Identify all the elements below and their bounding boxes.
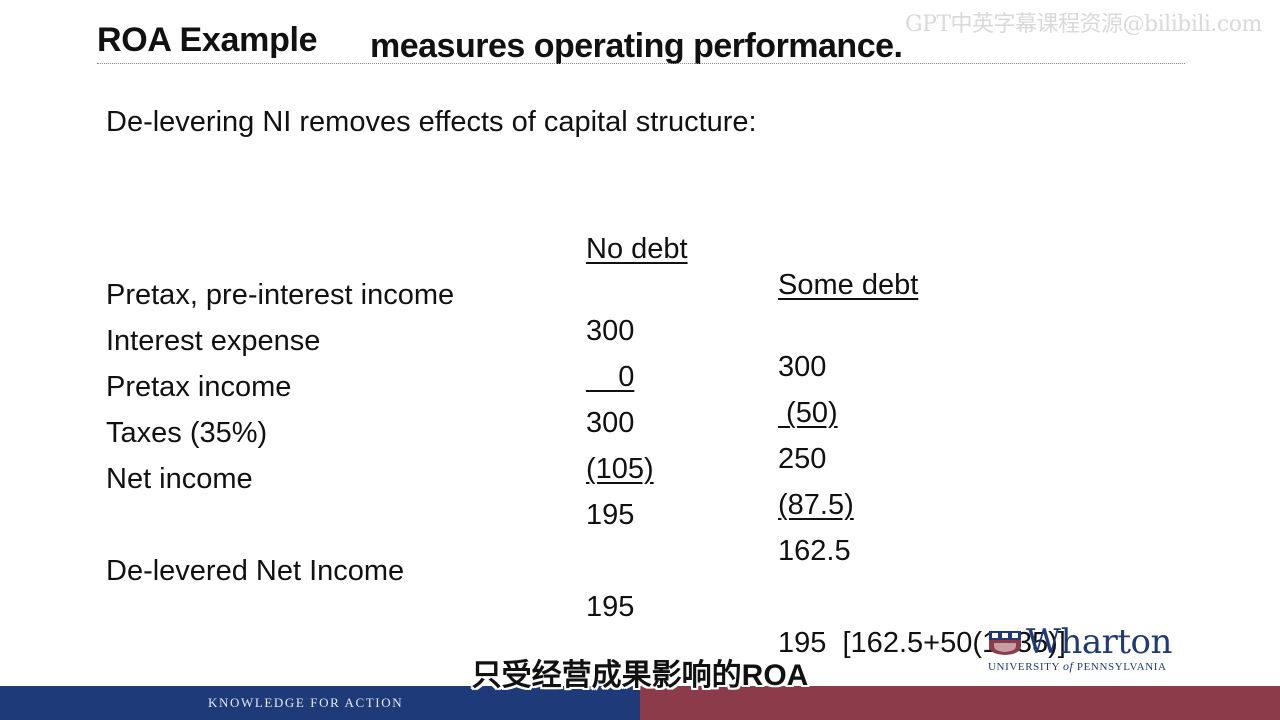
row-label: De-levered Net Income [106, 555, 405, 587]
footer-bar-navy: KNOWLEDGE FOR ACTION [0, 686, 640, 720]
intro-text: De-levering NI removes effects of capita… [106, 106, 757, 138]
row-label: Interest expense [106, 325, 321, 357]
table-row: Pretax, pre-interest income 300 300 [106, 241, 826, 421]
logo-wordmark: Wharton [1026, 622, 1172, 662]
cell-some-debt: 300 [778, 351, 827, 383]
cell-some-debt: (87.5) [778, 489, 854, 521]
subtitle-caption-top: measures operating performance. [370, 27, 903, 65]
watermark: GPT中英字幕课程资源@bilibili.com [905, 12, 1262, 37]
row-label: Pretax income [106, 371, 292, 403]
wharton-logo: Wharton UNIVERSITY of PENNSYLVANIA [988, 622, 1188, 673]
table-row-delevered: De-levered Net Income 195 195 [162.5+50(… [106, 517, 1066, 697]
table-row: Net income 195 162.5 [106, 425, 851, 605]
shield-icon [989, 631, 1021, 655]
cell-no-debt: 0 [586, 361, 635, 393]
cell-no-debt: (105) [586, 453, 654, 485]
slide-title: ROA Example [97, 21, 318, 59]
cell-some-debt: 162.5 [778, 535, 851, 567]
table-header-row: No debt Some debt [106, 195, 918, 339]
cell-some-debt: 250 [778, 443, 827, 475]
footer-bar-maroon [640, 686, 1280, 720]
header-no-debt: No debt [586, 233, 688, 265]
footer-tagline: KNOWLEDGE FOR ACTION [208, 695, 404, 710]
row-label: Net income [106, 463, 253, 495]
cell-no-debt: 195 [586, 591, 635, 623]
cell-no-debt: 300 [586, 407, 635, 439]
cell-no-debt: 300 [586, 315, 635, 347]
header-some-debt: Some debt [778, 269, 919, 301]
row-label: Pretax, pre-interest income [106, 279, 455, 311]
cell-some-debt: (50) [778, 397, 838, 429]
cell-some-debt: 195 [162.5+50(1-.35)] [778, 627, 1066, 659]
row-label: Taxes (35%) [106, 417, 268, 449]
table-row: Taxes (35%) (105) (87.5) [106, 379, 854, 559]
subtitle-caption-bottom: 只受经营成果影响的ROA [471, 659, 809, 692]
table-row: Pretax income 300 250 [106, 333, 826, 513]
table-row: Interest expense 0 (50) [106, 287, 838, 467]
cell-no-debt: 195 [586, 499, 635, 531]
logo-subtitle: UNIVERSITY of PENNSYLVANIA [988, 659, 1167, 673]
title-divider [97, 63, 1185, 64]
